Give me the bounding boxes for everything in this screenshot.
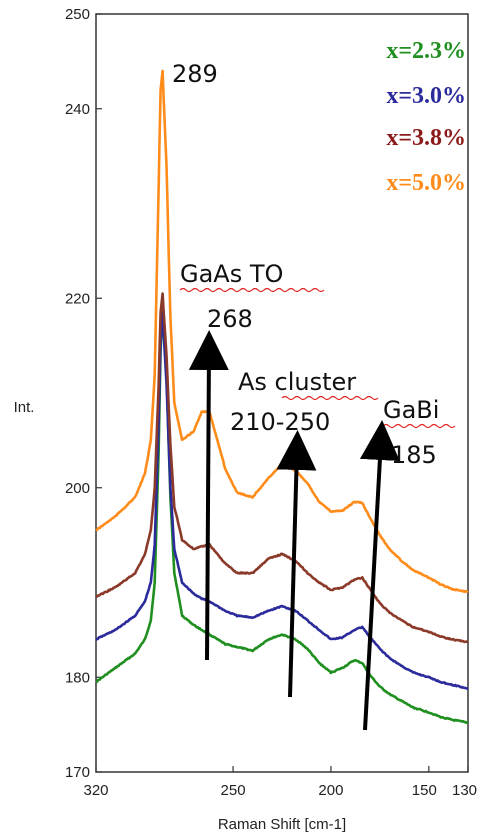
arrow-gaas-to: [188, 330, 229, 661]
x-tick-label: 150: [412, 782, 437, 799]
y-axis-ticks: 170 180 200 220 240 250: [65, 6, 102, 781]
legend: x=2.3% x=3.0% x=3.8% x=5.0%: [386, 38, 466, 196]
y-tick-label: 180: [65, 669, 90, 686]
legend-entry-2: x=3.8%: [386, 125, 466, 151]
peak-label-289: 289: [172, 60, 218, 88]
x-tick-label: 130: [452, 782, 477, 799]
annotation-as-cluster-name: As cluster: [238, 368, 356, 396]
annotation-gaas-to-name: GaAs TO: [180, 260, 283, 288]
annotation-gabi-name: GaBi: [383, 396, 439, 424]
y-tick-label: 240: [65, 101, 90, 118]
x-tick-label: 200: [318, 782, 343, 799]
series-line-2: [95, 292, 469, 644]
series-lines: [95, 69, 469, 724]
annotation-gaas-to-underline: [179, 287, 325, 293]
x-axis-label: Raman Shift [cm-1]: [218, 816, 346, 833]
arrow-gabi: [359, 420, 400, 731]
annotation-gabi-underline: [382, 423, 456, 429]
arrow-as-cluster: [276, 430, 317, 698]
y-tick-label: 250: [65, 6, 90, 23]
y-tick-label: 170: [65, 764, 90, 781]
x-tick-label: 250: [221, 782, 246, 799]
legend-entry-0: x=2.3%: [386, 38, 466, 64]
annotation-as-cluster-value: 210-250: [230, 408, 330, 436]
annotation-as-cluster-underline: [281, 395, 379, 401]
y-tick-label: 220: [65, 290, 90, 307]
plot-frame: [95, 13, 469, 773]
x-axis-ticks: 320 250 200 150 130: [83, 766, 477, 799]
annotation-gaas-to-value: 268: [207, 305, 253, 333]
x-tick-label: 320: [83, 782, 108, 799]
y-tick-label: 200: [65, 480, 90, 497]
legend-entry-1: x=3.0%: [386, 83, 466, 109]
annotation-gabi-value: 185: [391, 441, 437, 469]
y-axis-label: Int.: [14, 399, 35, 416]
legend-entry-3: x=5.0%: [386, 170, 466, 196]
series-line-1: [95, 311, 469, 690]
